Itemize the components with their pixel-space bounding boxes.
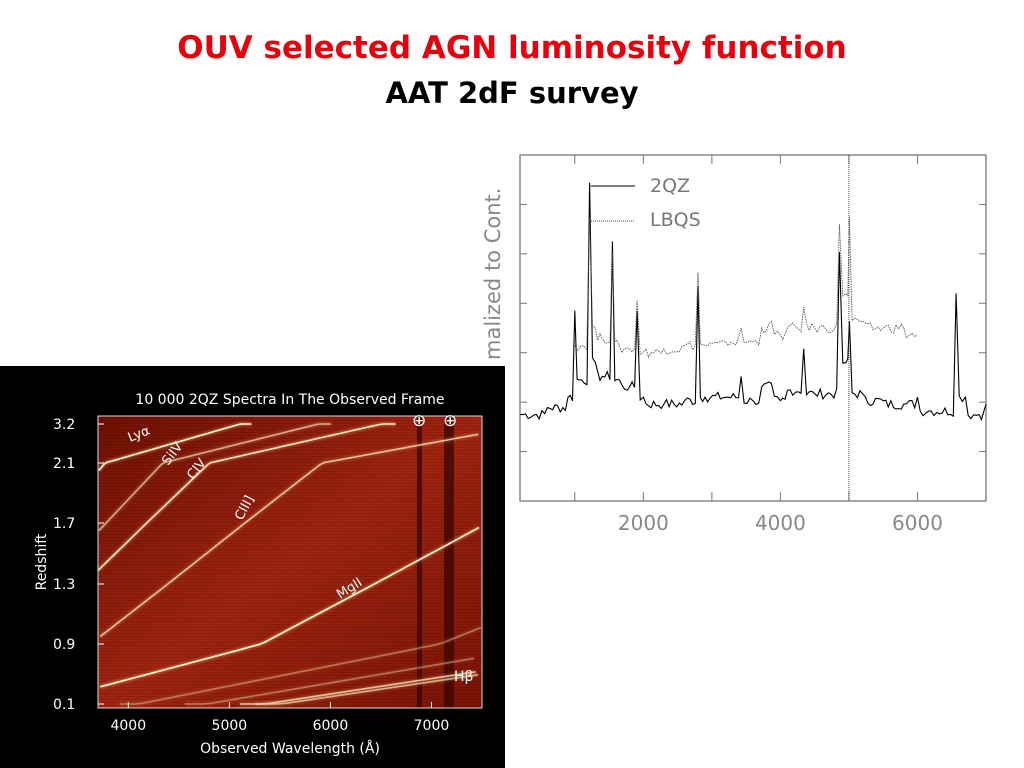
x-tick-label: 7000: [414, 718, 450, 734]
y-tick-label: 2.1: [53, 456, 75, 472]
earth-symbol-2: ⊕: [443, 411, 457, 431]
emission-track-glow: [119, 625, 482, 706]
emission-track: [97, 423, 396, 571]
emission-track: [98, 423, 252, 471]
x-tick-label: 5000: [212, 718, 248, 734]
heatmap-title: 10 000 2QZ Spectra In The Observed Frame: [135, 392, 444, 408]
emission-track: [99, 526, 480, 688]
earth-symbol-1: ⊕: [412, 411, 426, 431]
emission-track: [255, 674, 479, 705]
composite-spectrum-chart: 2000 4000 6000 2QZ LBQS malized to Cont.: [481, 154, 987, 535]
redshift-spectra-panel: 10 000 2QZ Spectra In The Observed Frame…: [0, 366, 505, 768]
y-tick-label: 1.7: [53, 516, 75, 532]
series-line-lbqs: [574, 217, 918, 359]
redshift-heatmap-chart: 10 000 2QZ Spectra In The Observed Frame…: [34, 392, 483, 757]
composite-plot-frame: [519, 154, 987, 502]
emission-track: [184, 657, 475, 705]
legend-2qz-label: 2QZ: [650, 175, 690, 197]
legend-lbqs-label: LBQS: [650, 209, 701, 231]
composite-y-axis-label: malized to Cont.: [481, 188, 505, 360]
y-tick-label: 0.9: [53, 637, 75, 653]
x-tick-label: 4000: [110, 718, 146, 734]
y-tick-label: 0.1: [53, 697, 75, 713]
emission-track-glow: [184, 656, 475, 706]
emission-track: [98, 423, 331, 532]
x-tick-label: 2000: [618, 511, 669, 535]
emission-track: [119, 626, 482, 705]
x-tick-label: 6000: [313, 718, 349, 734]
y-tick-label: 3.2: [53, 417, 75, 433]
slide-title: OUV selected AGN luminosity function: [177, 30, 847, 66]
sky-line-column-1: [417, 416, 422, 708]
emission-track: [99, 433, 479, 638]
y-tick-label: 1.3: [53, 577, 75, 593]
x-tick-label: 4000: [755, 511, 806, 535]
slide-subtitle: AAT 2dF survey: [385, 76, 639, 110]
heatmap-y-axis-label: Redshift: [34, 533, 50, 590]
heatmap-frame: [97, 415, 483, 709]
x-tick-label: 6000: [892, 511, 943, 535]
line-label-hbeta: Hβ: [454, 669, 473, 685]
heatmap-noise-texture: [98, 416, 482, 708]
sky-line-column-2: [444, 416, 454, 708]
series-line-2qz: [519, 182, 987, 422]
heatmap-x-axis-label: Observed Wavelength (Å): [200, 740, 380, 757]
